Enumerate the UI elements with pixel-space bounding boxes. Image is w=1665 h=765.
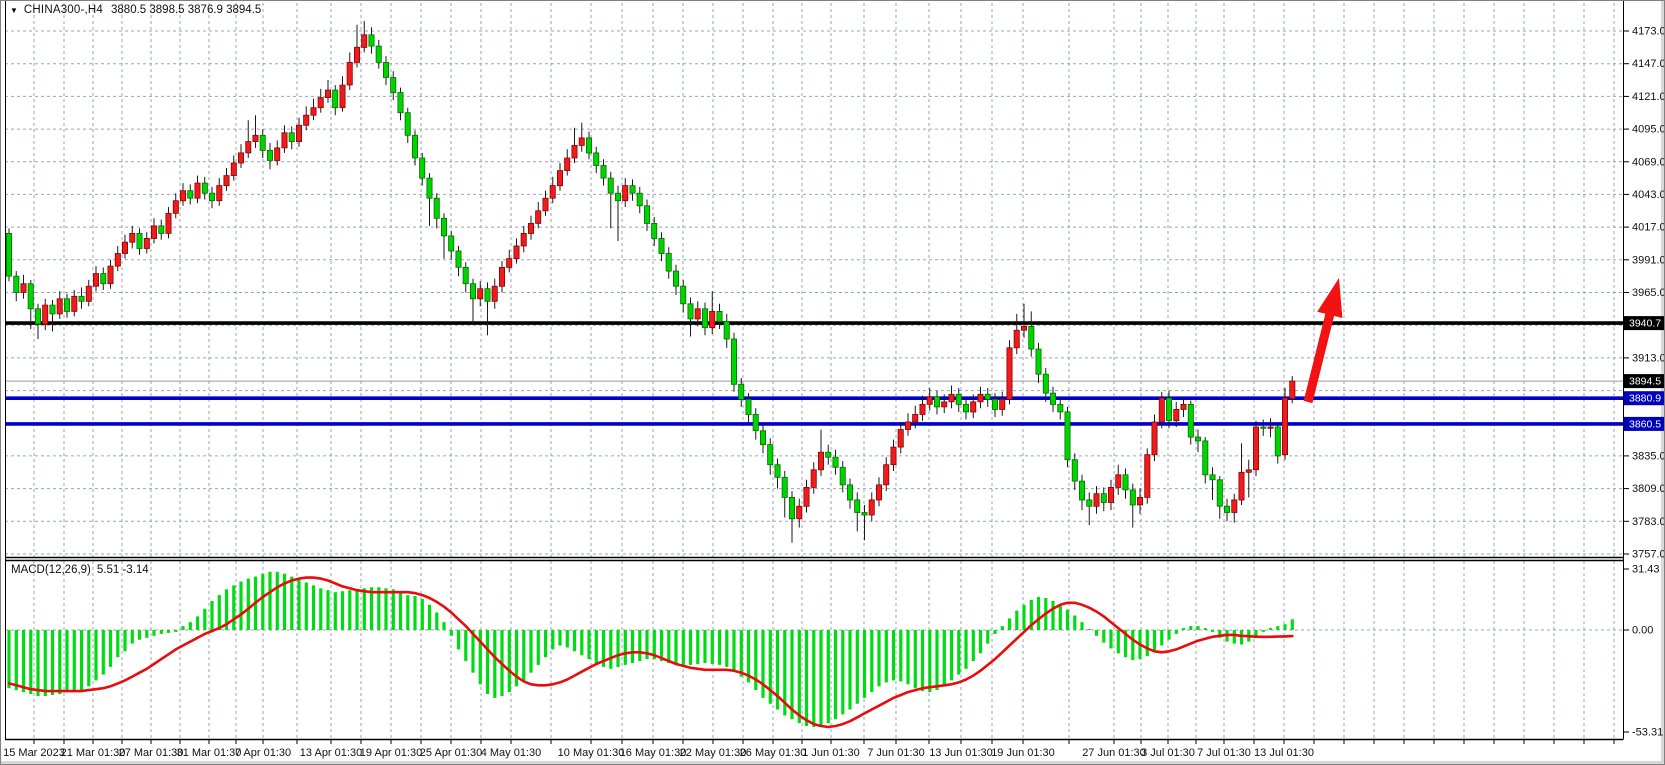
svg-text:1 Jun 01:30: 1 Jun 01:30 — [802, 747, 860, 759]
svg-text:4 May 01:30: 4 May 01:30 — [481, 747, 542, 759]
svg-text:31.43: 31.43 — [1632, 564, 1660, 576]
symbol-period-label: CHINA300-,H4 — [23, 4, 104, 16]
svg-text:3757.0: 3757.0 — [1632, 549, 1665, 561]
svg-text:4121.0: 4121.0 — [1632, 91, 1665, 103]
macd-values-label: 5.51 -3.14 — [96, 564, 149, 576]
svg-text:3991.0: 3991.0 — [1632, 254, 1665, 266]
svg-text:16 May 01:30: 16 May 01:30 — [620, 747, 687, 759]
svg-text:4043.0: 4043.0 — [1632, 189, 1665, 201]
svg-text:10 May 01:30: 10 May 01:30 — [558, 747, 625, 759]
svg-text:3894.5: 3894.5 — [1629, 376, 1661, 388]
svg-text:0.00: 0.00 — [1632, 625, 1653, 637]
panel-borders — [5, 1, 1624, 741]
macd-axis: 31.43 0.00 -53.31 — [1624, 564, 1663, 739]
svg-text:3783.0: 3783.0 — [1632, 516, 1665, 528]
svg-text:15 Mar 2023: 15 Mar 2023 — [3, 747, 65, 759]
svg-text:13 Apr 01:30: 13 Apr 01:30 — [300, 747, 362, 759]
svg-text:3809.0: 3809.0 — [1632, 483, 1665, 495]
horizontal-level-lines — [5, 321, 1623, 426]
candles-layer — [6, 20, 1296, 543]
svg-text:3913.0: 3913.0 — [1632, 352, 1665, 364]
svg-text:4095.0: 4095.0 — [1632, 124, 1665, 136]
svg-text:7 Apr 01:30: 7 Apr 01:30 — [235, 747, 291, 759]
svg-text:21 Mar 01:30: 21 Mar 01:30 — [61, 747, 126, 759]
macd-signal-line — [7, 576, 1294, 729]
price-line-badges: 3894.5 3940.7 3880.9 3860.5 — [1624, 316, 1664, 431]
svg-text:27 Mar 01:30: 27 Mar 01:30 — [119, 747, 184, 759]
svg-text:3860.5: 3860.5 — [1629, 418, 1661, 430]
symbol-title: ▼ CHINA300-,H4 3880.5 3898.5 3876.9 3894.5 — [10, 4, 261, 16]
svg-text:3835.0: 3835.0 — [1632, 450, 1665, 462]
svg-text:13 Jul 01:30: 13 Jul 01:30 — [1254, 747, 1314, 759]
macd-name-label: MACD(12,26,9) — [11, 564, 91, 576]
up-arrow-annotation — [1303, 278, 1343, 404]
svg-text:4017.0: 4017.0 — [1632, 222, 1665, 234]
svg-text:4069.0: 4069.0 — [1632, 156, 1665, 168]
svg-text:31 Mar 01:30: 31 Mar 01:30 — [177, 747, 242, 759]
svg-text:4147.0: 4147.0 — [1632, 58, 1665, 70]
time-gridlines — [33, 3, 1615, 739]
svg-text:7 Jul 01:30: 7 Jul 01:30 — [1197, 747, 1251, 759]
svg-text:4173.0: 4173.0 — [1632, 26, 1665, 38]
svg-text:3940.7: 3940.7 — [1629, 318, 1661, 330]
svg-text:3965.0: 3965.0 — [1632, 287, 1665, 299]
svg-text:26 May 01:30: 26 May 01:30 — [740, 747, 807, 759]
svg-text:27 Jun 01:30: 27 Jun 01:30 — [1082, 747, 1146, 759]
symbol-dropdown-icon[interactable]: ▼ — [10, 6, 18, 15]
svg-text:7 Jun 01:30: 7 Jun 01:30 — [867, 747, 925, 759]
quote-ohlc-label: 3880.5 3898.5 3876.9 3894.5 — [111, 4, 262, 16]
svg-text:25 Apr 01:30: 25 Apr 01:30 — [420, 747, 482, 759]
macd-indicator-label: MACD(12,26,9) 5.51 -3.14 — [11, 564, 149, 576]
svg-text:-53.31: -53.31 — [1632, 727, 1663, 739]
svg-text:19 Apr 01:30: 19 Apr 01:30 — [360, 747, 422, 759]
svg-text:3 Jul 01:30: 3 Jul 01:30 — [1141, 747, 1195, 759]
svg-text:3880.9: 3880.9 — [1629, 393, 1661, 405]
svg-text:22 May 01:30: 22 May 01:30 — [680, 747, 747, 759]
svg-text:19 Jun 01:30: 19 Jun 01:30 — [991, 747, 1055, 759]
price-axis: 4173.0 4147.0 4121.0 4095.0 4069.0 4043.0 4017… — [1624, 26, 1665, 561]
svg-text:13 Jun 01:30: 13 Jun 01:30 — [929, 747, 993, 759]
